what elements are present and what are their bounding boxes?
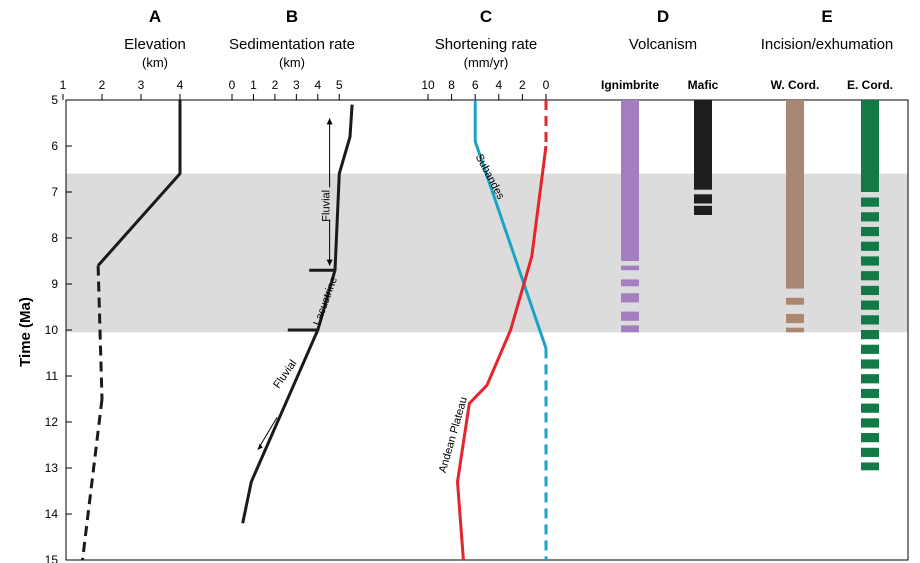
y-tick-label: 5 (51, 93, 58, 107)
bar-segment (694, 194, 712, 204)
bar-solid (621, 100, 639, 261)
x-tick-label: 3 (293, 78, 300, 92)
fluvial-arrows (257, 118, 333, 450)
y-axis-label: Time (Ma) (17, 297, 34, 367)
x-tick-label: 1 (60, 78, 67, 92)
y-axis: 5 6 7 8 9 10 11 12 13 14 15 (45, 93, 72, 563)
bar-segment (621, 293, 639, 303)
y-tick-label: 9 (51, 277, 58, 291)
bar-segment (786, 313, 804, 324)
bar-segment (861, 462, 879, 471)
y-tick-label: 11 (46, 369, 59, 383)
arrow-head (326, 118, 333, 125)
panel-title: Incision/exhumation (761, 36, 894, 53)
bar-segment (621, 311, 639, 321)
bar-segment (861, 285, 879, 296)
bar-segment (861, 344, 879, 354)
bar-segment (861, 241, 879, 251)
bar-segment (861, 374, 879, 384)
bar-segment (861, 212, 879, 222)
series-line (81, 398, 104, 561)
bar-solid (694, 100, 712, 190)
x-tick-label: 6 (472, 78, 479, 92)
x-tick-label: 4 (314, 78, 321, 92)
x-tick-label: 3 (138, 78, 145, 92)
panel-title: Volcanism (629, 36, 697, 53)
panel-letter: E (821, 7, 832, 26)
y-tick-label: 13 (45, 461, 59, 475)
series-line (473, 100, 548, 349)
y-tick-label: 12 (45, 415, 59, 429)
x-tick-label: 4 (495, 78, 502, 92)
y-tick-label: 7 (51, 185, 58, 199)
x-tick-label: 2 (272, 78, 279, 92)
panel-letter: A (149, 7, 161, 26)
panel-title: Elevation (124, 36, 186, 53)
y-tick-label: 6 (51, 139, 58, 153)
series-line (96, 265, 104, 400)
x-tick-label: 10 (421, 78, 435, 92)
y-tick-label: 15 (45, 553, 59, 563)
series-line (456, 145, 548, 561)
x-tick-label: 8 (448, 78, 455, 92)
bar-segment (786, 327, 804, 333)
bar-segment (861, 403, 879, 413)
panel-d: D Volcanism Ignimbrite Mafic (601, 7, 719, 333)
x-tick-label: 2 (519, 78, 526, 92)
bar-segment (621, 265, 639, 271)
panel-unit: (km) (142, 55, 168, 70)
panel-unit: (mm/yr) (464, 55, 509, 70)
bar-segment (861, 447, 879, 457)
series-annotation: Fluvial (271, 358, 299, 391)
series-line (96, 100, 182, 267)
bar-solid (786, 100, 804, 289)
bar-segment (861, 418, 879, 428)
bar-segment (861, 315, 879, 325)
x-tick-label: 1 (250, 78, 257, 92)
panel-letter: B (286, 7, 298, 26)
bar-segment (861, 330, 879, 340)
panel-letter: D (657, 7, 669, 26)
bar-segment (861, 388, 879, 399)
bar-label: Ignimbrite (601, 78, 659, 92)
arrow-head (257, 443, 263, 450)
bar-segment (861, 300, 879, 310)
bar-segment (621, 325, 639, 333)
x-tick-label: 0 (543, 78, 550, 92)
y-tick-label: 10 (45, 323, 59, 337)
panel-a: A Elevation (km) 1 2 3 4 (60, 7, 186, 561)
bar-segment (621, 279, 639, 287)
panel-title: Shortening rate (435, 36, 538, 53)
x-tick-label: 4 (177, 78, 184, 92)
arrow-head (326, 259, 333, 266)
bar-segment (861, 359, 879, 369)
panel-letter: C (480, 7, 492, 26)
x-tick-label: 2 (99, 78, 106, 92)
panel-e: E Incision/exhumation W. Cord. E. Cord. (761, 7, 894, 471)
bar-segment (861, 271, 879, 281)
x-tick-label: 0 (229, 78, 236, 92)
y-tick-label: 8 (51, 231, 58, 245)
bar-segment (786, 297, 804, 305)
bar-label: E. Cord. (847, 78, 893, 92)
bar-label: Mafic (688, 78, 719, 92)
bar-segment (861, 197, 879, 207)
bar-segment (861, 226, 879, 237)
panel-title: Sedimentation rate (229, 36, 355, 53)
bar-label: W. Cord. (771, 78, 820, 92)
panel-unit: (km) (279, 55, 305, 70)
bar-segment (861, 433, 879, 443)
bar-solid (861, 100, 879, 192)
bar-segment (861, 256, 879, 266)
bar-segment (694, 205, 712, 215)
y-tick-label: 14 (45, 507, 59, 521)
x-tick-label: 5 (336, 78, 343, 92)
arrow-line (257, 417, 278, 450)
series-annotation: Fluvial (321, 190, 333, 222)
shaded-band (66, 173, 908, 333)
